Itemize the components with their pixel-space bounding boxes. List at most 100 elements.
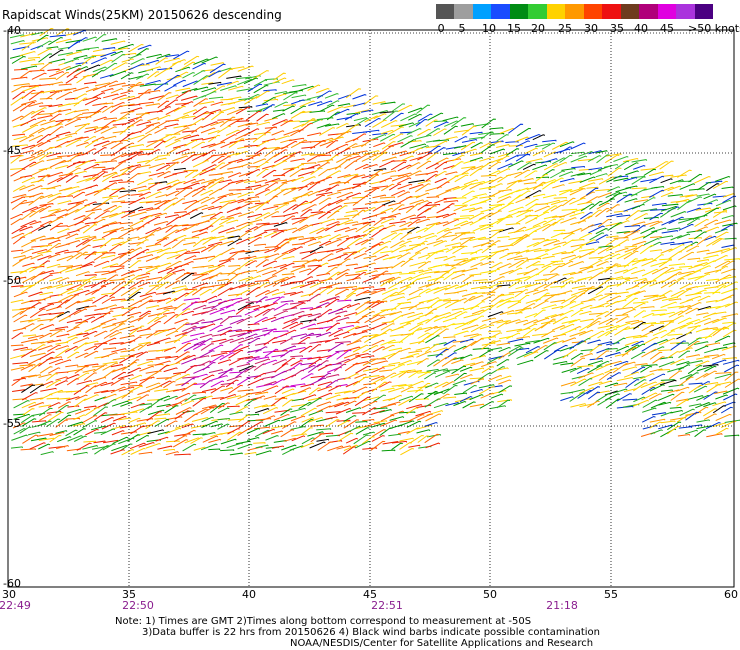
wind-barb [380,339,396,346]
wind-barb [202,154,217,164]
wind-barb [102,172,118,183]
wind-barb [532,193,546,198]
wind-barb [370,440,386,451]
wind-barb [229,283,247,291]
wind-barb [686,360,703,365]
wind-barb [425,315,439,324]
wind-barb [553,277,567,284]
wind-barb [109,221,122,225]
wind-barb [175,66,191,73]
wind-barb [343,444,359,452]
wind-barb [155,199,171,210]
wind-barb [145,442,161,449]
wind-barb [183,178,197,185]
wind-barb [586,196,600,204]
wind-barb [318,278,333,282]
wind-barb [354,118,369,127]
wind-barb [415,134,432,140]
wind-barb [227,268,241,276]
wind-barb [202,435,219,443]
wind-barb [31,423,47,428]
wind-barb [111,62,128,71]
wind-barb [102,369,117,379]
wind-barb [109,70,127,77]
wind-barb [292,260,309,263]
wind-barb [436,393,450,401]
wind-barb [462,196,478,205]
wind-barb [208,141,226,148]
wind-barb [191,188,206,198]
wind-barb [317,176,333,183]
wind-barb [66,396,81,401]
wind-barb [442,152,458,156]
wind-barb [154,238,168,245]
wind-barb [181,209,198,217]
wind-barb [443,125,458,135]
wind-barb [10,366,25,371]
wind-barb [308,315,322,323]
wind-barb [535,292,550,303]
wind-barb [325,170,342,179]
wind-barb [543,199,561,205]
wind-barb [497,163,513,170]
wind-barb [352,174,366,179]
wind-barb [137,215,153,224]
wind-barb [189,212,204,219]
wind-barb [201,121,218,129]
wind-barb [94,224,110,232]
wind-barb [201,143,216,149]
wind-barb [65,364,79,368]
wind-barb [326,111,341,121]
wind-barb [642,407,657,413]
wind-barb [505,155,519,162]
wind-barb [381,141,396,150]
wind-barb [246,436,260,441]
wind-barb [570,357,586,367]
wind-barb [22,434,38,444]
wind-barb [388,347,403,352]
wind-barb [209,402,225,414]
wind-barb [714,260,731,269]
wind-barb [406,317,420,325]
wind-barb [219,338,234,345]
wind-barb [139,310,152,318]
wind-barb [289,322,304,330]
wind-barb [355,427,370,435]
wind-barb [255,356,270,361]
wind-barb [615,239,630,248]
wind-barb [370,375,385,381]
wind-barb [301,153,315,156]
wind-barb [94,210,110,220]
wind-barb [676,288,692,298]
wind-barb [40,214,56,219]
wind-barb [631,203,645,210]
wind-barb [397,104,413,112]
wind-barb [75,394,88,401]
wind-barb [210,352,228,357]
wind-barb [641,364,658,367]
wind-barb [237,198,252,204]
wind-barb [507,194,523,205]
wind-barb [118,316,135,326]
wind-barb [595,188,611,192]
wind-barb [147,149,161,156]
wind-barb [344,113,359,121]
wind-barb [253,372,267,380]
wind-barb [604,347,618,350]
wind-barb [490,319,504,324]
wind-barb [318,203,332,212]
wind-barb [300,364,316,372]
wind-barb [289,167,305,178]
wind-barb [111,188,126,191]
legend-swatch [454,4,473,19]
wind-barb [283,120,300,123]
wind-barb [192,106,207,115]
wind-barb [200,407,215,415]
wind-barb [469,295,484,302]
wind-barb [211,285,225,294]
wind-barb [282,399,294,407]
wind-barb [607,167,622,177]
wind-barb [184,251,200,254]
wind-barb [336,445,352,450]
wind-barb [568,246,583,254]
